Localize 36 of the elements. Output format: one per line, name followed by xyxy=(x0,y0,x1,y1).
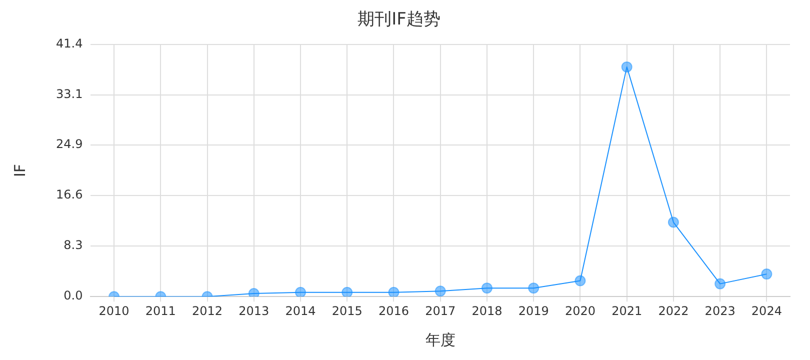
x-tick-label: 2019 xyxy=(518,304,549,318)
y-tick-label: 33.1 xyxy=(56,87,83,102)
point xyxy=(574,275,586,286)
point xyxy=(295,286,306,297)
point xyxy=(668,216,679,228)
chart-title: 期刊IF趋势 xyxy=(358,10,440,30)
x-tick-label: 2015 xyxy=(332,304,362,318)
x-tick-label: 2014 xyxy=(285,304,316,318)
point xyxy=(248,288,260,297)
x-tick-label: 2023 xyxy=(704,304,736,318)
x-tick-label: 2012 xyxy=(192,304,223,318)
x-tick-label: 2021 xyxy=(612,304,642,318)
x-tick-label: 2017 xyxy=(425,304,456,318)
x-tick-label: 2011 xyxy=(145,304,176,318)
point xyxy=(434,286,446,297)
x-tick-label: 2016 xyxy=(378,304,410,318)
x-tick-label: 2024 xyxy=(751,304,782,318)
point xyxy=(714,278,726,290)
y-tick-label: 41.4 xyxy=(56,36,83,51)
point xyxy=(621,61,632,72)
point xyxy=(761,268,772,280)
point xyxy=(528,282,540,294)
y-tick-label: 24.9 xyxy=(56,137,83,152)
x-tick-label: 2010 xyxy=(98,304,130,318)
point xyxy=(342,286,353,297)
point xyxy=(388,286,400,297)
y-tick-label: 8.3 xyxy=(64,238,83,252)
x-tick-label: 2013 xyxy=(238,304,270,318)
point xyxy=(481,282,492,294)
y-tick-label: 16.6 xyxy=(56,188,83,202)
y-axis-title: IF xyxy=(10,164,29,178)
x-tick-label: 2018 xyxy=(472,304,502,318)
x-axis-title: 年度 xyxy=(425,330,456,349)
x-tick-label: 2022 xyxy=(658,304,689,318)
x-tick-label: 2020 xyxy=(564,304,596,318)
y-tick-label: 0.0 xyxy=(64,288,83,303)
